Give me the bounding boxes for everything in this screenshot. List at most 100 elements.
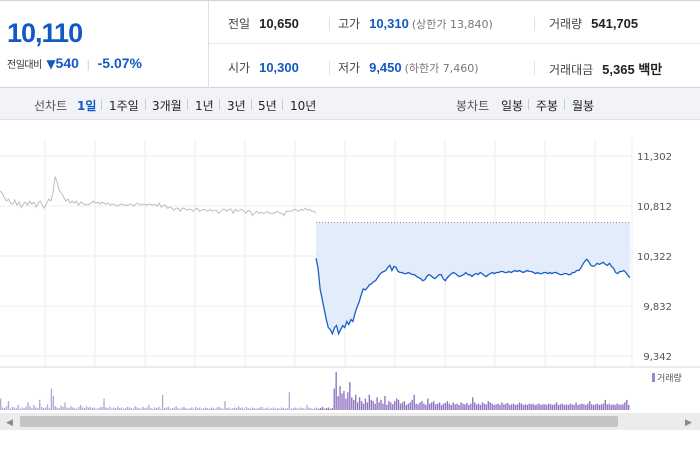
- volume-bar: [140, 408, 142, 410]
- volume-bar: [134, 406, 136, 410]
- volume-bar: [600, 404, 603, 410]
- volume-bar: [341, 393, 343, 410]
- candle-chart-label: 봉차트: [456, 99, 490, 113]
- volume-bar: [544, 404, 546, 410]
- volume-bar: [553, 404, 556, 410]
- volume-bar: [175, 406, 177, 410]
- volume-bar: [370, 399, 372, 410]
- volume-bar: [339, 385, 341, 410]
- volume-bar: [555, 402, 558, 410]
- volume-bar: [499, 404, 501, 410]
- volume-bar: [310, 408, 312, 410]
- volume-bar: [40, 406, 43, 410]
- volume-bar: [501, 402, 503, 410]
- volume-bar: [434, 404, 437, 410]
- volume-bar: [466, 403, 468, 410]
- volume-bar: [144, 408, 146, 410]
- volume-bar: [54, 406, 56, 410]
- volume-bar: [454, 404, 456, 410]
- volume-bar: [364, 398, 367, 410]
- volume-bar: [495, 404, 497, 410]
- volume-bar: [612, 404, 614, 410]
- volume-bar: [491, 403, 493, 410]
- stat-label: 저가: [338, 61, 361, 75]
- volume-bar: [393, 401, 396, 410]
- volume-bar: [354, 394, 357, 410]
- volume-bar: [405, 404, 408, 410]
- stat-separator: [534, 17, 535, 31]
- tab-1-week[interactable]: 1주일: [109, 99, 139, 113]
- tab-3-months[interactable]: 3개월: [152, 99, 182, 113]
- volume-bar: [292, 408, 294, 410]
- stat-open: 시가 10,300: [228, 59, 299, 76]
- volume-bar: [44, 407, 47, 410]
- volume-bar: [395, 398, 398, 410]
- tab-10-years[interactable]: 10년: [290, 99, 317, 113]
- scrollbar-thumb[interactable]: [20, 416, 618, 427]
- volume-bar: [343, 391, 345, 410]
- volume-bar: [21, 407, 23, 410]
- stat-value: 9,450: [369, 60, 402, 75]
- volume-bar: [442, 403, 445, 410]
- volume-bar: [93, 407, 95, 410]
- tab-5-years[interactable]: 5년: [258, 99, 277, 113]
- volume-bar: [197, 408, 199, 410]
- volume-bar: [563, 404, 566, 410]
- volume-bar: [397, 399, 400, 410]
- volume-bar: [33, 404, 35, 410]
- stat-amount: 거래대금 5,365 백만: [549, 59, 662, 78]
- scroll-right-arrow-icon[interactable]: ▶: [685, 418, 692, 428]
- stat-separator: [329, 17, 330, 31]
- volume-bar: [551, 404, 554, 410]
- lower-limit: (하한가 7,460): [404, 62, 479, 75]
- price-axis-labels: 11,302 10,812 10,322 9,832 9,342: [637, 152, 672, 363]
- volume-bar: [273, 407, 275, 410]
- volume-bar: [353, 399, 355, 410]
- volume-bar: [276, 408, 279, 410]
- volume-bar: [458, 404, 460, 410]
- volume-bar: [267, 407, 269, 410]
- volume-bar: [89, 406, 92, 410]
- tab-daily-candle[interactable]: 일봉: [501, 99, 524, 113]
- change-amount: 540: [55, 55, 79, 71]
- tab-3-years[interactable]: 3년: [227, 99, 246, 113]
- volume-bar: [214, 408, 216, 410]
- tab-monthly-candle[interactable]: 월봉: [572, 99, 595, 113]
- volume-bar: [97, 408, 99, 410]
- volume-bar: [148, 404, 150, 410]
- volume-bar: [56, 407, 58, 410]
- tab-1-day[interactable]: 1일: [77, 99, 97, 113]
- today-fill-area: [316, 222, 630, 334]
- toolbar-separator: [282, 99, 283, 110]
- tab-1-year[interactable]: 1년: [195, 99, 214, 113]
- tab-weekly-candle[interactable]: 주봉: [536, 99, 559, 113]
- volume-bar: [550, 404, 552, 410]
- scroll-left-arrow-icon[interactable]: ◀: [6, 418, 13, 428]
- volume-bars: [0, 372, 630, 410]
- volume-bar: [152, 408, 154, 410]
- volume-bar: [559, 404, 562, 410]
- volume-bar: [278, 408, 281, 410]
- volume-bar: [286, 408, 289, 410]
- volume-bar: [390, 402, 392, 410]
- volume-bar: [161, 394, 164, 410]
- stat-prev-close: 전일 10,650: [228, 15, 299, 32]
- volume-bar: [282, 408, 285, 410]
- volume-bar: [46, 404, 49, 410]
- volume-bar: [79, 404, 82, 410]
- volume-bar: [444, 403, 447, 410]
- volume-bar: [64, 402, 66, 410]
- volume-bar: [191, 407, 193, 410]
- stat-value: 10,650: [259, 16, 299, 31]
- stat-low: 저가 9,450 (하한가 7,460): [338, 59, 479, 76]
- toolbar-separator: [528, 99, 529, 110]
- volume-bar: [417, 404, 419, 410]
- volume-bar: [138, 408, 140, 410]
- volume-bar: [489, 402, 491, 410]
- volume-bar: [429, 403, 431, 410]
- volume-bar: [548, 403, 550, 410]
- volume-bar: [604, 399, 607, 410]
- volume-bar: [234, 407, 236, 410]
- volume-bar: [156, 408, 158, 410]
- volume-bar: [427, 398, 429, 410]
